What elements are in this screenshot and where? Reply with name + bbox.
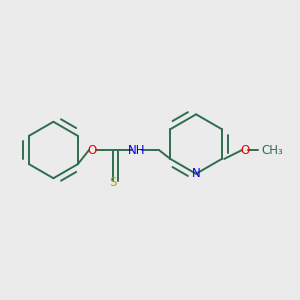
Text: N: N — [192, 167, 200, 180]
Text: O: O — [241, 143, 250, 157]
Text: S: S — [109, 176, 116, 189]
Text: CH₃: CH₃ — [262, 143, 283, 157]
Text: O: O — [87, 143, 97, 157]
Text: NH: NH — [128, 143, 146, 157]
